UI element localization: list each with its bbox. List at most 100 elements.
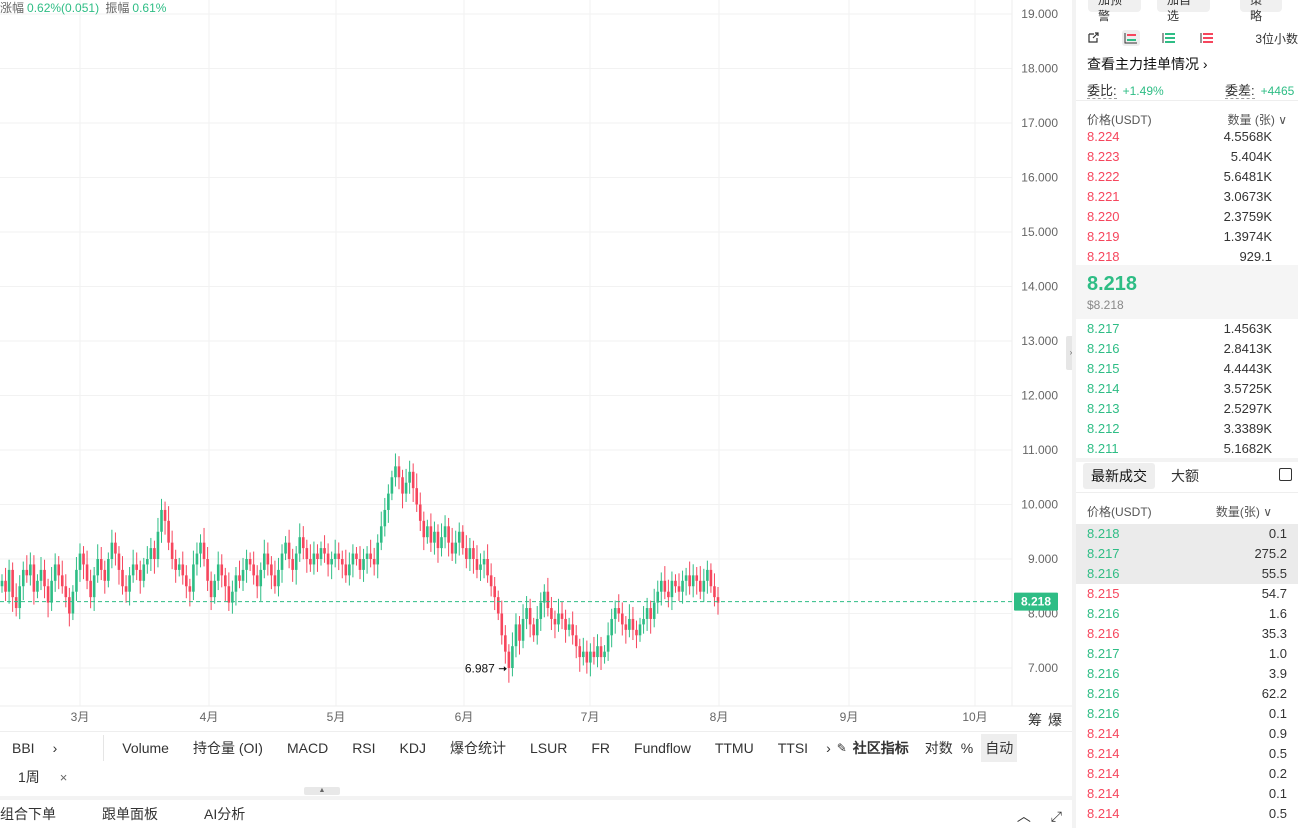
- period-1w[interactable]: 1周: [18, 769, 40, 785]
- indicator-liquidation[interactable]: 爆仓统计: [449, 739, 506, 756]
- candle-body: [238, 575, 241, 581]
- expand-icon[interactable]: ⤢: [1050, 808, 1062, 824]
- tab-large-trades[interactable]: 大额: [1171, 468, 1199, 484]
- popout-icon[interactable]: [1084, 30, 1102, 46]
- candle-body: [21, 569, 25, 587]
- ratio-value: +1.49%: [1122, 84, 1164, 98]
- chevron-right-icon[interactable]: ›: [52, 739, 58, 756]
- tr-qty-header[interactable]: 数量(张) ∨: [1215, 505, 1272, 519]
- candle-body: [450, 542, 454, 554]
- candle-body: [656, 591, 660, 603]
- candle-body: [429, 526, 433, 543]
- candle-body: [4, 580, 7, 592]
- community-indicators[interactable]: 社区指标: [852, 739, 909, 756]
- ask-row[interactable]: 8.222 5.6481K: [1087, 167, 1272, 187]
- axis-tools: 筹爆: [1028, 710, 1068, 730]
- resize-handle[interactable]: ▲: [304, 787, 340, 795]
- indicator-rsi[interactable]: RSI: [352, 739, 376, 756]
- edit-icon[interactable]: ✎: [836, 740, 847, 755]
- price-chart[interactable]: 19.000 18.000 17.000 16.000 15.000 14.000 13.0…: [0, 0, 1072, 730]
- trade-qty: 0.2: [1268, 766, 1287, 781]
- indicator-bbi[interactable]: BBI: [12, 739, 35, 756]
- ask-row[interactable]: 8.218 929.1: [1087, 247, 1272, 267]
- candle-body: [564, 618, 567, 630]
- ob-qty-header[interactable]: 数量 (张) ∨: [1227, 113, 1287, 127]
- book-asks-icon[interactable]: [1198, 30, 1216, 46]
- chips-tool[interactable]: 筹: [1028, 712, 1042, 728]
- close-icon[interactable]: ×: [59, 769, 68, 785]
- candle-body: [620, 613, 624, 625]
- divider: [1076, 100, 1298, 101]
- trade-qty: 0.1: [1268, 706, 1287, 721]
- bid-row[interactable]: 8.216 2.8413K: [1087, 339, 1272, 359]
- ask-row[interactable]: 8.221 3.0673K: [1087, 187, 1272, 207]
- ask-row[interactable]: 8.220 2.3759K: [1087, 207, 1272, 227]
- candle-body: [25, 569, 29, 576]
- indicator-volume[interactable]: Volume: [122, 739, 169, 756]
- candle-body: [436, 531, 440, 549]
- add-alert-button[interactable]: 加预警: [1088, 0, 1141, 23]
- bid-qty: 2.5297K: [1223, 401, 1272, 416]
- ask-qty: 4.5568K: [1223, 129, 1272, 144]
- auto-scale-toggle[interactable]: 自动: [981, 733, 1018, 762]
- ask-row[interactable]: 8.223 5.404K: [1087, 147, 1272, 167]
- bid-row[interactable]: 8.213 2.5297K: [1087, 399, 1272, 419]
- panel-gap: [1072, 0, 1076, 828]
- indicator-oi[interactable]: 持仓量 (OI): [192, 739, 263, 756]
- candle-body: [39, 569, 43, 581]
- log-scale-toggle[interactable]: 对数: [924, 739, 953, 756]
- trade-row: 8.215 54.7: [1076, 584, 1298, 604]
- tab-ai-analysis[interactable]: AI分析: [204, 806, 246, 822]
- tab-copy-trade[interactable]: 跟单面板: [102, 806, 158, 822]
- candle-body: [454, 542, 458, 554]
- indicator-macd[interactable]: MACD: [286, 739, 329, 756]
- book-both-icon[interactable]: [1122, 30, 1140, 46]
- indicator-ttsi[interactable]: TTSI: [777, 739, 809, 756]
- book-bids-icon[interactable]: [1160, 30, 1178, 46]
- trade-row: 8.218 0.1: [1076, 524, 1298, 544]
- indicator-fundflow[interactable]: Fundflow: [634, 739, 691, 756]
- candle-body: [78, 553, 82, 570]
- collapse-panel-handle[interactable]: ›: [1066, 336, 1076, 370]
- chevron-right-icon[interactable]: ›: [826, 739, 831, 756]
- bid-row[interactable]: 8.217 1.4563K: [1087, 319, 1272, 339]
- add-favorite-button[interactable]: 加自选: [1157, 0, 1210, 23]
- large-only-checkbox[interactable]: [1279, 468, 1292, 481]
- percent-toggle[interactable]: %: [960, 739, 974, 756]
- candle-body: [358, 559, 362, 570]
- ask-row[interactable]: 8.219 1.3974K: [1087, 227, 1272, 247]
- decimals-select[interactable]: 3位小数: [1255, 32, 1298, 46]
- indicator-ttmu[interactable]: TTMU: [714, 739, 754, 756]
- candle-body: [224, 575, 227, 587]
- major-orders-link[interactable]: 查看主力挂单情况 ›: [1087, 56, 1208, 72]
- bid-row[interactable]: 8.212 3.3389K: [1087, 419, 1272, 439]
- strategy-button[interactable]: 策略: [1240, 0, 1282, 23]
- indicator-lsur[interactable]: LSUR: [529, 739, 568, 756]
- indicator-fr[interactable]: FR: [591, 739, 611, 756]
- candle-body: [521, 618, 525, 641]
- ask-row[interactable]: 8.224 4.5568K: [1087, 127, 1272, 147]
- bid-row[interactable]: 8.214 3.5725K: [1087, 379, 1272, 399]
- bottom-icons: ︿ ⤢: [1001, 806, 1062, 826]
- candle-body: [11, 569, 14, 598]
- trade-price: 8.216: [1087, 706, 1120, 721]
- indicator-kdj[interactable]: KDJ: [399, 739, 426, 756]
- liquidation-tool[interactable]: 爆: [1048, 712, 1062, 728]
- candle-body: [128, 575, 131, 592]
- bid-row[interactable]: 8.211 5.1682K: [1087, 439, 1272, 459]
- candle-body: [415, 488, 419, 505]
- candle-body: [681, 580, 684, 592]
- tab-latest-trades[interactable]: 最新成交: [1083, 463, 1155, 489]
- trade-price: 8.218: [1087, 526, 1120, 541]
- ask-qty: 1.3974K: [1223, 229, 1272, 244]
- candle-body: [326, 553, 330, 565]
- chevron-up-icon[interactable]: ︿: [1016, 808, 1031, 824]
- candlestick-chart[interactable]: 19.000 18.000 17.000 16.000 15.000 14.000 13.0…: [0, 0, 1072, 730]
- candle-body: [440, 537, 443, 549]
- candle-body: [107, 559, 110, 581]
- bid-row[interactable]: 8.215 4.4443K: [1087, 359, 1272, 379]
- last-price-tag: [1014, 592, 1058, 611]
- tab-combo-order[interactable]: 组合下单: [0, 806, 56, 822]
- candle-body: [631, 618, 635, 630]
- candle-body: [493, 586, 496, 598]
